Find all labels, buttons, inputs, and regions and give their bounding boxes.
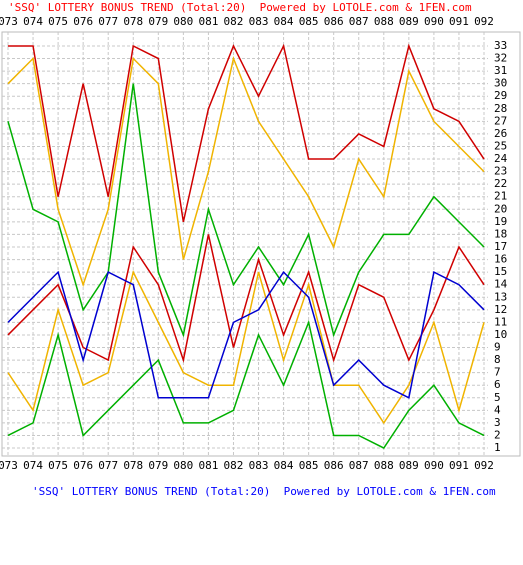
x-tick-label-bottom: 084 bbox=[274, 459, 294, 472]
y-tick-label: 10 bbox=[494, 328, 507, 341]
y-tick-label: 17 bbox=[494, 240, 507, 253]
x-tick-label-top: 084 bbox=[274, 15, 294, 28]
y-tick-label: 21 bbox=[494, 190, 507, 203]
y-tick-label: 5 bbox=[494, 391, 501, 404]
y-tick-label: 4 bbox=[494, 403, 501, 416]
x-tick-label-top: 082 bbox=[224, 15, 244, 28]
y-tick-label: 27 bbox=[494, 114, 507, 127]
y-tick-label: 2 bbox=[494, 428, 501, 441]
y-tick-label: 22 bbox=[494, 177, 507, 190]
series-line bbox=[7, 269, 485, 425]
plot-frame bbox=[1, 31, 521, 457]
x-tick-label-top: 073 bbox=[0, 15, 18, 28]
x-tick-label-bottom: 083 bbox=[249, 459, 269, 472]
x-tick-label-top: 092 bbox=[474, 15, 494, 28]
y-tick-label: 28 bbox=[494, 102, 507, 115]
chart-title: 'SSQ' LOTTERY BONUS TREND (Total:20) Pow… bbox=[8, 1, 472, 14]
x-tick-label-top: 077 bbox=[98, 15, 118, 28]
y-tick-label: 14 bbox=[494, 278, 508, 291]
x-tick-label-bottom: 081 bbox=[198, 459, 218, 472]
x-tick-label-bottom: 089 bbox=[399, 459, 419, 472]
y-tick-label: 19 bbox=[494, 215, 507, 228]
y-tick-label: 32 bbox=[494, 52, 507, 65]
x-tick-label-bottom: 077 bbox=[98, 459, 118, 472]
series-line bbox=[7, 83, 485, 338]
y-tick-label: 30 bbox=[494, 77, 507, 90]
x-tick-label-top: 081 bbox=[198, 15, 218, 28]
x-tick-label-bottom: 079 bbox=[148, 459, 168, 472]
x-tick-label-top: 076 bbox=[73, 15, 93, 28]
x-tick-label-top: 091 bbox=[449, 15, 469, 28]
y-tick-label: 12 bbox=[494, 303, 507, 316]
y-tick-label: 13 bbox=[494, 290, 507, 303]
x-tick-label-bottom: 082 bbox=[224, 459, 244, 472]
x-tick-label-bottom: 075 bbox=[48, 459, 68, 472]
x-tick-label-bottom: 074 bbox=[23, 459, 43, 472]
series-line bbox=[7, 319, 485, 450]
x-tick-label-top: 074 bbox=[23, 15, 43, 28]
y-tick-label: 7 bbox=[494, 366, 501, 379]
y-tick-label: 23 bbox=[494, 165, 507, 178]
y-tick-label: 11 bbox=[494, 315, 507, 328]
y-tick-label: 31 bbox=[494, 64, 507, 77]
y-tick-label: 20 bbox=[494, 202, 507, 215]
y-tick-label: 3 bbox=[494, 416, 501, 429]
x-tick-label-bottom: 088 bbox=[374, 459, 394, 472]
series-line bbox=[8, 43, 485, 223]
y-tick-label: 24 bbox=[494, 152, 508, 165]
y-tick-label: 15 bbox=[494, 265, 507, 278]
x-tick-label-top: 079 bbox=[148, 15, 168, 28]
x-tick-label-bottom: 087 bbox=[349, 459, 369, 472]
y-tick-label: 33 bbox=[494, 39, 507, 52]
y-tick-label: 16 bbox=[494, 253, 507, 266]
y-tick-label: 9 bbox=[494, 341, 501, 354]
y-tick-label: 6 bbox=[494, 378, 501, 391]
x-tick-label-bottom: 080 bbox=[173, 459, 193, 472]
x-tick-label-top: 078 bbox=[123, 15, 143, 28]
y-tick-label: 1 bbox=[494, 441, 501, 454]
x-tick-label-top: 085 bbox=[299, 15, 319, 28]
x-tick-label-bottom: 092 bbox=[474, 459, 494, 472]
y-tick-label: 8 bbox=[494, 353, 501, 366]
x-tick-label-top: 090 bbox=[424, 15, 444, 28]
series-line bbox=[7, 55, 485, 288]
series-line bbox=[7, 270, 485, 399]
x-tick-label-top: 075 bbox=[48, 15, 68, 28]
x-tick-label-bottom: 085 bbox=[299, 459, 319, 472]
x-tick-label-bottom: 090 bbox=[424, 459, 444, 472]
x-tick-label-bottom: 073 bbox=[0, 459, 18, 472]
x-tick-label-top: 083 bbox=[249, 15, 269, 28]
chart-footer-title: 'SSQ' LOTTERY BONUS TREND (Total:20) Pow… bbox=[32, 485, 496, 498]
x-tick-label-top: 088 bbox=[374, 15, 394, 28]
x-tick-label-top: 087 bbox=[349, 15, 369, 28]
x-tick-label-bottom: 091 bbox=[449, 459, 469, 472]
x-tick-label-bottom: 086 bbox=[324, 459, 344, 472]
y-tick-label: 18 bbox=[494, 227, 507, 240]
x-tick-label-top: 080 bbox=[173, 15, 193, 28]
x-tick-label-bottom: 076 bbox=[73, 459, 93, 472]
y-tick-label: 26 bbox=[494, 127, 507, 140]
x-tick-label-top: 086 bbox=[324, 15, 344, 28]
y-tick-label: 29 bbox=[494, 89, 507, 102]
x-tick-label-top: 089 bbox=[399, 15, 419, 28]
y-tick-label: 25 bbox=[494, 139, 507, 152]
x-tick-label-bottom: 078 bbox=[123, 459, 143, 472]
series-line bbox=[7, 234, 485, 364]
